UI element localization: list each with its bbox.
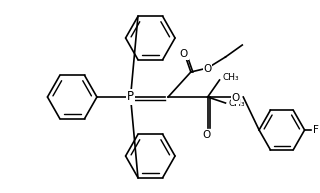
Text: F: F xyxy=(314,125,319,135)
Text: O: O xyxy=(204,64,212,74)
Text: O: O xyxy=(231,93,239,103)
Text: P: P xyxy=(127,91,134,103)
Text: CH₃: CH₃ xyxy=(228,100,245,108)
Text: O: O xyxy=(180,49,188,59)
Text: CH₃: CH₃ xyxy=(222,74,239,82)
Text: O: O xyxy=(203,130,211,140)
